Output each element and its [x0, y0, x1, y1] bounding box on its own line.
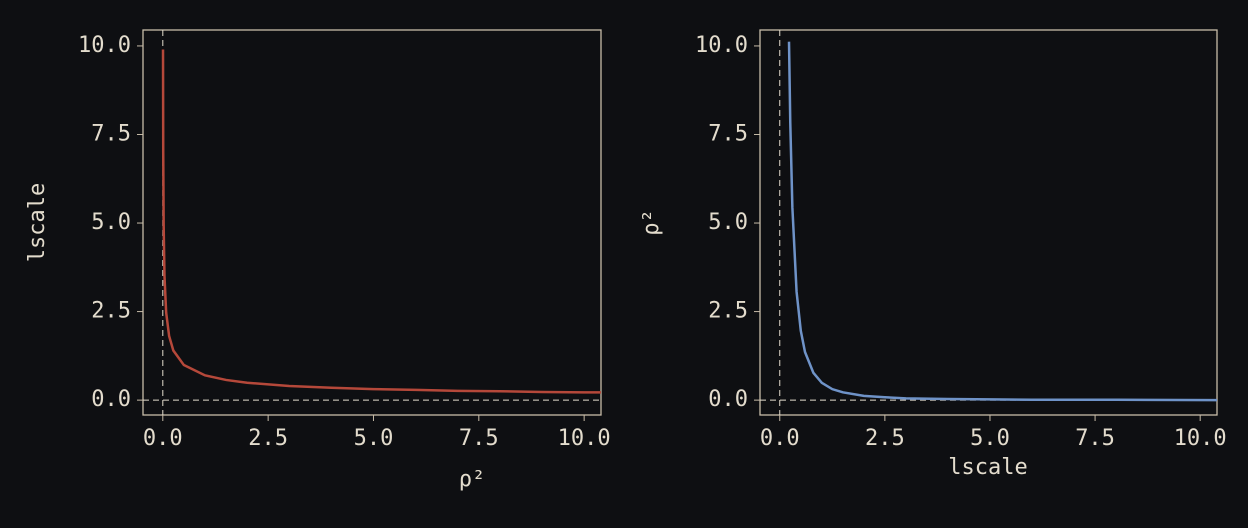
x-axis-label: lscale: [948, 455, 1027, 480]
x-tick-label: 2.5: [865, 426, 905, 451]
y-tick-label: 10.0: [695, 33, 748, 58]
x-tick-label: 7.5: [459, 426, 499, 451]
y-axis-label: ρ²: [639, 209, 664, 236]
plot-frame: [142, 29, 602, 416]
x-tick-label: 5.0: [354, 426, 394, 451]
plot-frame: [759, 29, 1218, 416]
y-tick-label: 0.0: [708, 387, 748, 412]
x-tick-label: 7.5: [1075, 426, 1115, 451]
y-tick-label: 5.0: [708, 210, 748, 235]
y-tick-label: 2.5: [91, 299, 131, 324]
y-tick-label: 5.0: [91, 210, 131, 235]
y-tick-label: 2.5: [708, 299, 748, 324]
y-tick-label: 0.0: [91, 387, 131, 412]
x-axis-label: ρ²: [459, 467, 486, 492]
y-axis-label: lscale: [25, 183, 50, 262]
line: [161, 49, 601, 394]
y-tick-label: 10.0: [78, 33, 131, 58]
x-tick-label: 10.0: [1174, 426, 1227, 451]
y-tick-label: 7.5: [91, 121, 131, 146]
y-tick-label: 7.5: [708, 121, 748, 146]
line: [787, 41, 1217, 402]
x-tick-label: 0.0: [760, 426, 800, 451]
x-tick-label: 10.0: [558, 426, 611, 451]
x-tick-label: 5.0: [970, 426, 1010, 451]
x-tick-label: 0.0: [143, 426, 183, 451]
x-tick-label: 2.5: [248, 426, 288, 451]
